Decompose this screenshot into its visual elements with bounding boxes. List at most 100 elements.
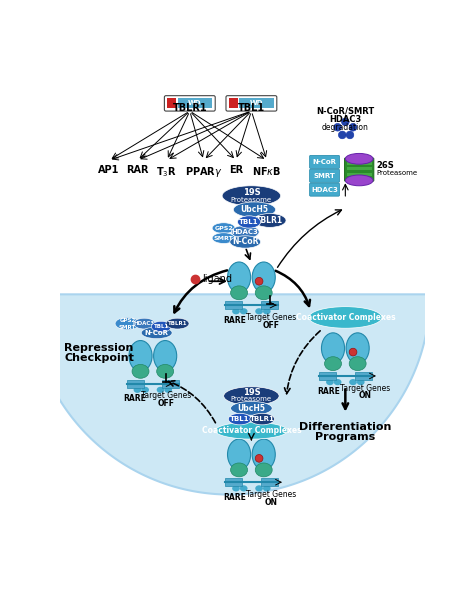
Ellipse shape — [346, 175, 373, 186]
Text: Target Genes: Target Genes — [246, 490, 297, 499]
Ellipse shape — [349, 357, 366, 371]
Text: 19S: 19S — [243, 388, 260, 397]
Ellipse shape — [166, 318, 189, 329]
Bar — [347, 162, 372, 165]
Ellipse shape — [232, 485, 240, 491]
Bar — [347, 168, 372, 170]
FancyBboxPatch shape — [310, 183, 339, 196]
Bar — [239, 98, 273, 108]
Bar — [355, 372, 372, 380]
Text: HDAC3: HDAC3 — [311, 186, 338, 192]
Ellipse shape — [263, 485, 271, 491]
Ellipse shape — [255, 485, 263, 491]
Text: Target Genes: Target Genes — [246, 313, 297, 322]
Text: HDAC3: HDAC3 — [134, 321, 155, 326]
Ellipse shape — [255, 286, 272, 300]
Ellipse shape — [346, 333, 369, 363]
Ellipse shape — [129, 340, 152, 371]
Text: OFF: OFF — [263, 320, 280, 330]
Text: RARE: RARE — [124, 394, 146, 403]
Ellipse shape — [154, 340, 177, 371]
FancyBboxPatch shape — [345, 158, 374, 181]
Ellipse shape — [141, 387, 149, 393]
Text: Target Genes: Target Genes — [340, 384, 391, 392]
Ellipse shape — [237, 216, 261, 228]
Ellipse shape — [231, 401, 272, 415]
Text: TBL1: TBL1 — [154, 324, 169, 329]
Ellipse shape — [346, 153, 373, 164]
FancyBboxPatch shape — [164, 96, 215, 111]
Text: TBLR1: TBLR1 — [250, 416, 274, 422]
Text: RAR: RAR — [126, 165, 149, 175]
Circle shape — [346, 131, 354, 139]
FancyBboxPatch shape — [310, 169, 339, 182]
Circle shape — [349, 123, 357, 131]
Text: WD: WD — [188, 101, 201, 107]
Text: SMRT: SMRT — [214, 236, 234, 240]
Text: RARE: RARE — [223, 493, 246, 502]
Text: 19S: 19S — [243, 188, 260, 197]
FancyBboxPatch shape — [310, 155, 339, 169]
Text: TBLR1: TBLR1 — [173, 104, 207, 114]
Ellipse shape — [252, 439, 275, 470]
Circle shape — [338, 131, 346, 139]
Ellipse shape — [240, 308, 247, 314]
Text: ON: ON — [265, 498, 278, 507]
Bar — [127, 380, 144, 388]
Circle shape — [255, 455, 263, 462]
Ellipse shape — [228, 439, 251, 470]
Text: WD: WD — [250, 101, 263, 107]
Ellipse shape — [228, 262, 251, 293]
Text: GPS2: GPS2 — [214, 226, 233, 231]
Text: SMRT: SMRT — [119, 325, 136, 330]
Text: TBL1: TBL1 — [230, 416, 250, 422]
Ellipse shape — [115, 317, 140, 330]
Text: Repression: Repression — [64, 343, 134, 353]
Ellipse shape — [212, 233, 235, 243]
Text: GPS2: GPS2 — [119, 318, 136, 323]
Bar — [167, 98, 176, 108]
Ellipse shape — [231, 226, 259, 239]
Circle shape — [255, 278, 263, 285]
Text: N-CoR: N-CoR — [232, 237, 258, 246]
Bar — [225, 301, 242, 309]
Text: Proteasome: Proteasome — [231, 396, 272, 402]
Ellipse shape — [222, 186, 281, 206]
Ellipse shape — [326, 379, 334, 385]
Ellipse shape — [151, 321, 171, 332]
Bar — [162, 380, 179, 388]
Text: TBL1: TBL1 — [239, 219, 259, 225]
Circle shape — [349, 348, 357, 356]
Bar — [225, 478, 242, 486]
Text: N-CoR/SMRT: N-CoR/SMRT — [316, 107, 374, 115]
Ellipse shape — [141, 327, 172, 339]
Ellipse shape — [157, 365, 173, 378]
Circle shape — [341, 118, 349, 126]
Text: RARE: RARE — [223, 316, 246, 325]
Ellipse shape — [349, 379, 357, 385]
Bar — [229, 98, 237, 108]
Text: TBLR1: TBLR1 — [168, 321, 187, 326]
Ellipse shape — [164, 387, 172, 393]
Text: TBLR1: TBLR1 — [256, 216, 283, 225]
Text: N-CoR: N-CoR — [145, 330, 169, 336]
Ellipse shape — [255, 463, 272, 477]
Ellipse shape — [230, 236, 261, 248]
Text: degradation: degradation — [322, 123, 369, 132]
Ellipse shape — [255, 308, 263, 314]
Ellipse shape — [263, 308, 271, 314]
Ellipse shape — [231, 463, 247, 477]
Bar — [261, 301, 278, 309]
Ellipse shape — [215, 422, 288, 439]
Ellipse shape — [309, 307, 382, 328]
Text: ON: ON — [359, 391, 372, 400]
Ellipse shape — [357, 379, 365, 385]
Bar — [261, 478, 278, 486]
Text: TBL1: TBL1 — [238, 104, 265, 114]
Text: Coactivator Complexes: Coactivator Complexes — [201, 426, 301, 435]
Ellipse shape — [228, 413, 251, 425]
Text: RARE: RARE — [317, 387, 340, 395]
Text: Proteasome: Proteasome — [231, 197, 272, 202]
Ellipse shape — [321, 333, 345, 363]
Ellipse shape — [212, 223, 235, 233]
